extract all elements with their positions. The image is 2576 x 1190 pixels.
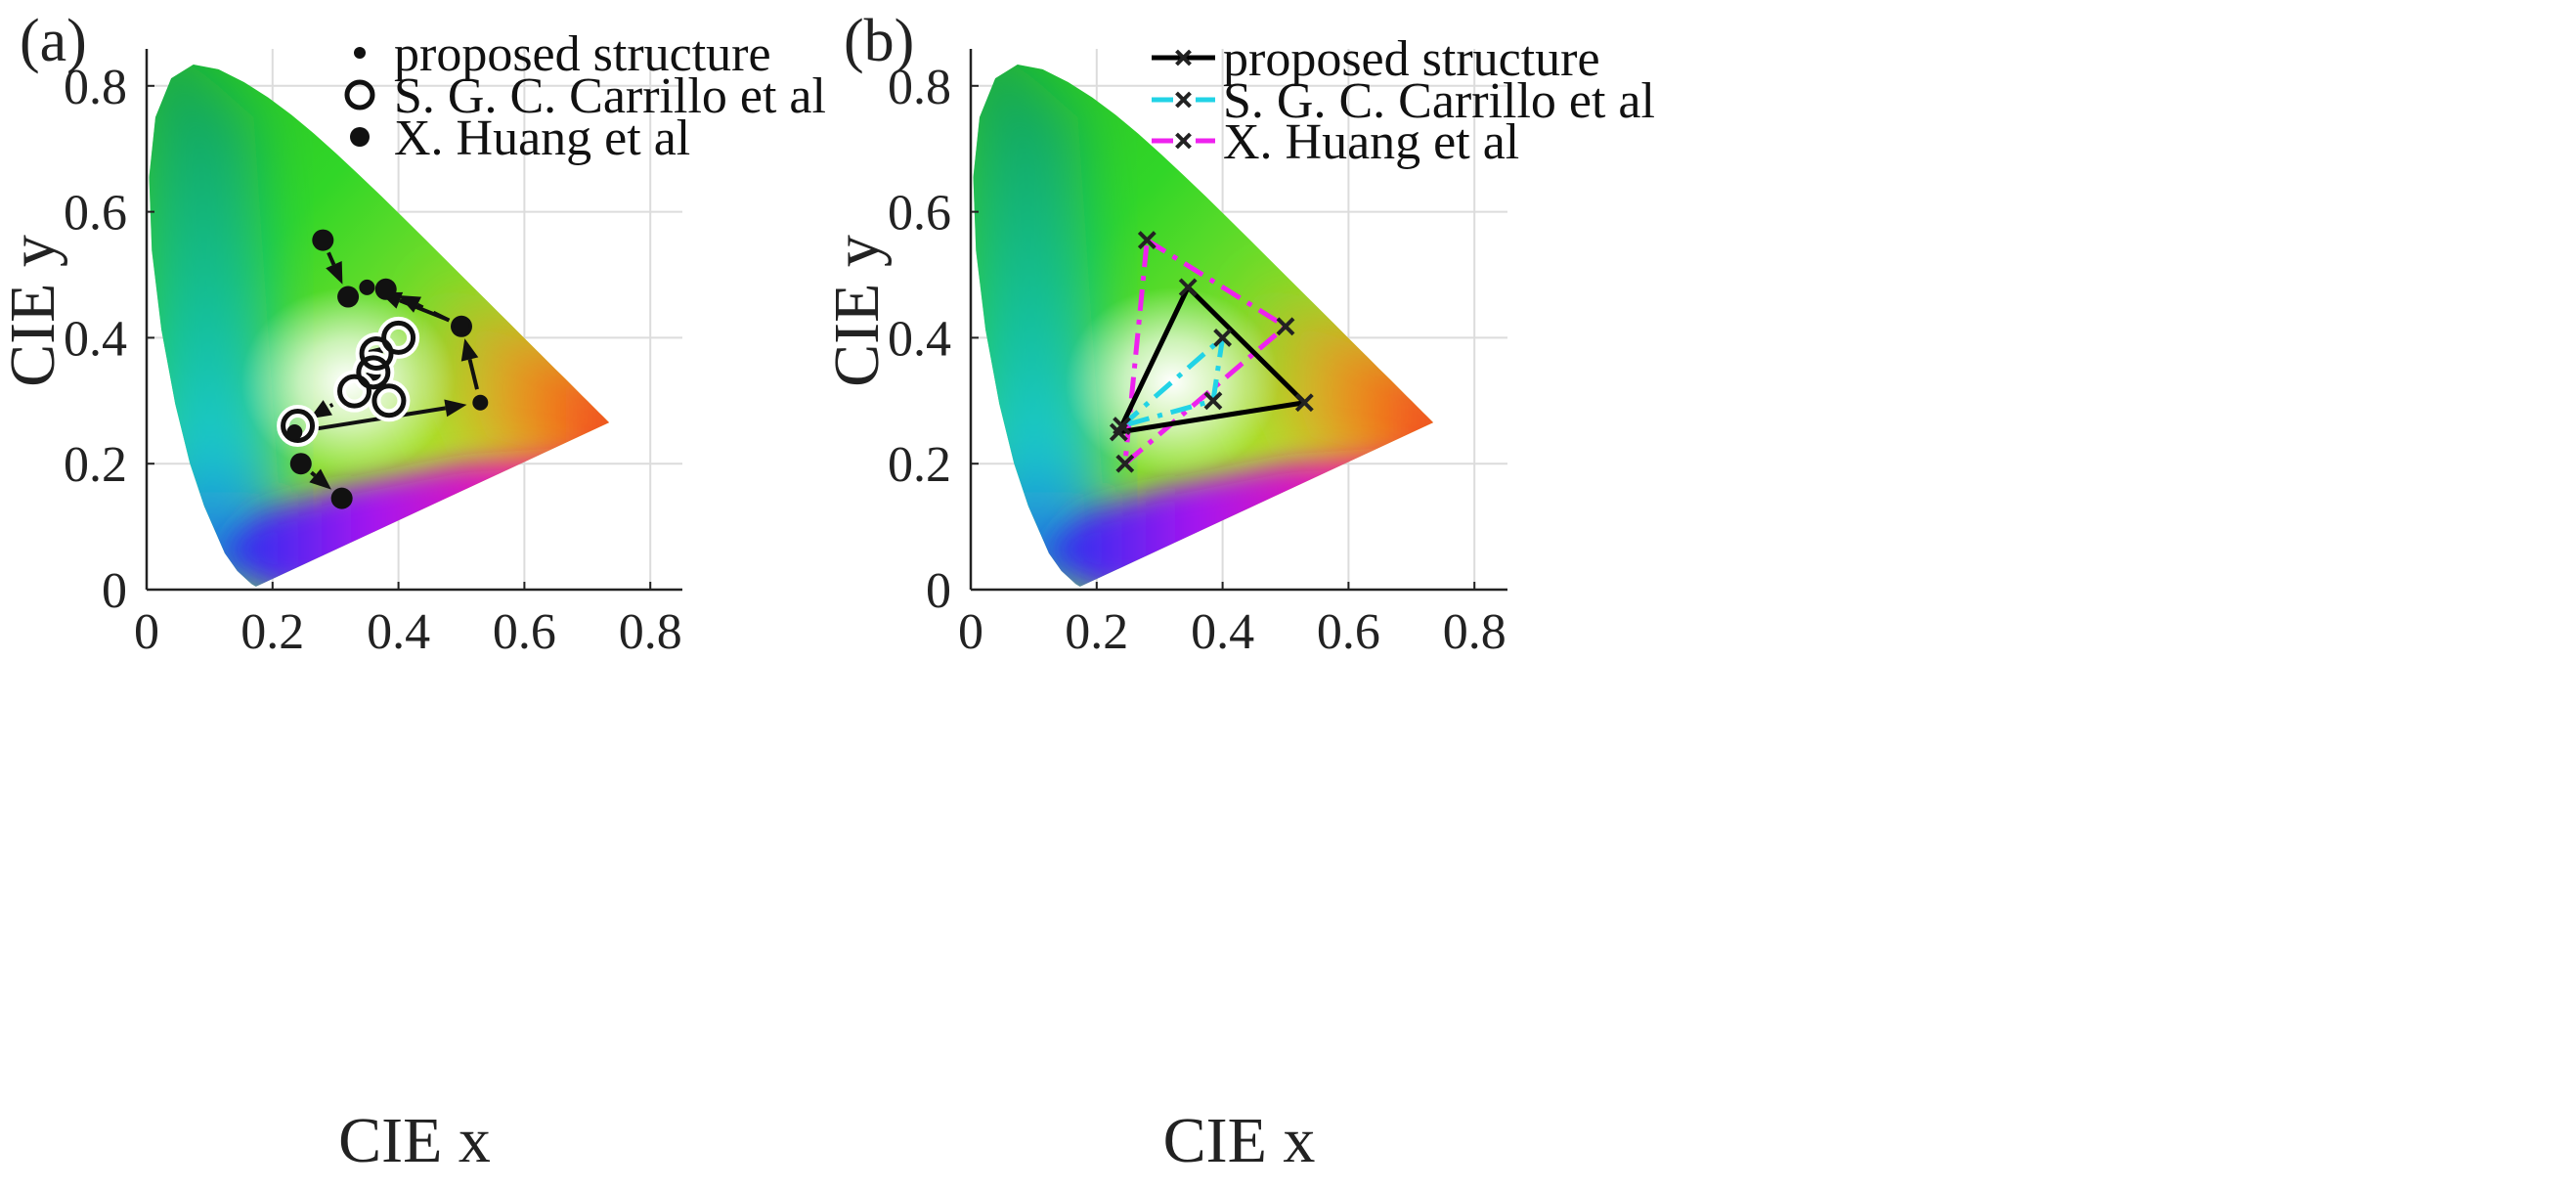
y-tick-label: 0.4	[64, 311, 127, 367]
x-tick-label: 0.6	[493, 604, 556, 660]
x-marker	[1137, 231, 1157, 249]
carrillo-marker	[359, 336, 394, 371]
x-marker	[1294, 393, 1314, 413]
y-axis-label: CIE y	[0, 235, 68, 387]
x-marker	[1109, 422, 1128, 442]
x-marker	[1276, 317, 1295, 336]
x-marker	[1203, 391, 1223, 411]
carrillo-arrow-head	[309, 400, 332, 419]
y-tick-label: 0.8	[64, 60, 127, 115]
huang-marker	[289, 453, 312, 475]
huang-marker	[312, 229, 334, 251]
y-tick-label: 0	[102, 563, 127, 619]
legend-huang-marker	[350, 127, 370, 147]
x-tick-label: 0	[134, 604, 159, 660]
y-tick-label: 0.8	[888, 60, 951, 115]
proposed-marker	[454, 317, 469, 333]
x-tick-label: 0.2	[240, 604, 304, 660]
proposed-marker	[359, 279, 375, 295]
huang-arrow	[310, 470, 317, 477]
legend-label: S. G. C. Carrillo et al	[1223, 73, 1655, 129]
x-tick-label: 0	[958, 604, 983, 660]
legend-carrillo-marker	[344, 79, 375, 110]
legend-label: S. G. C. Carrillo et al	[394, 68, 826, 124]
legend-x-marker	[1175, 49, 1192, 66]
legend-x-marker	[1175, 132, 1192, 150]
x-marker	[1178, 278, 1198, 297]
carrillo-marker	[356, 355, 391, 390]
proposed-marker	[472, 394, 489, 411]
legend-label: proposed structure	[394, 26, 771, 82]
y-tick-label: 0.2	[64, 437, 127, 493]
x-marker	[1115, 454, 1135, 473]
panel-a: 0 0.2 0.4 0.6 0.8 0 0.2 0.4 0.6 0.8 CIE x CIE y (a) p…	[0, 8, 826, 1176]
x-tick-label: 0.8	[1443, 604, 1506, 660]
carrillo-marker	[371, 383, 407, 419]
x-marker	[1213, 328, 1233, 347]
y-axis-label: CIE y	[821, 235, 893, 387]
x-axis-label: CIE x	[1163, 1105, 1316, 1176]
huang-arrow	[416, 302, 451, 323]
huang-arrow-head	[309, 468, 331, 490]
y-tick-label: 0.6	[888, 186, 951, 242]
huang-marker	[330, 487, 353, 509]
y-tick-label: 0.2	[888, 437, 951, 493]
x-axis-label: CIE x	[338, 1105, 491, 1176]
proposed-arrow	[307, 406, 447, 432]
proposed-arrow	[467, 359, 479, 390]
carrillo-marker	[337, 374, 372, 409]
legend-x-marker	[1175, 91, 1192, 109]
x-tick-label: 0.8	[619, 604, 682, 660]
x-tick-label: 0.4	[367, 604, 430, 660]
legend-label: X. Huang et al	[1223, 114, 1519, 170]
gamut-triangle-0	[1115, 285, 1307, 435]
proposed-arrow-head	[444, 399, 467, 418]
huang-arrow-head	[326, 260, 343, 285]
panel-b: 0 0.2 0.4 0.6 0.8 0 0.2 0.4 0.6 0.8 CIE x CIE y (b) p…	[821, 8, 1655, 1176]
y-tick-label: 0.4	[888, 311, 951, 367]
legend-label: proposed structure	[1223, 31, 1600, 87]
y-tick-label: 0.6	[64, 186, 127, 242]
x-tick-label: 0.6	[1317, 604, 1380, 660]
carrillo-marker	[381, 320, 416, 355]
huang-marker	[337, 286, 360, 308]
legend-label: X. Huang et al	[394, 110, 690, 166]
panel-letter: (a)	[20, 8, 87, 74]
x-tick-label: 0.4	[1191, 604, 1254, 660]
legend-proposed-marker	[354, 47, 366, 59]
carrillo-marker	[281, 409, 316, 444]
proposed-marker	[286, 424, 303, 440]
huang-arrow-head	[398, 294, 421, 313]
y-tick-label: 0	[926, 563, 951, 619]
huang-arrow	[327, 251, 336, 266]
gamut-triangle-1	[1119, 334, 1226, 429]
panel-letter: (b)	[844, 8, 914, 74]
huang-marker	[374, 278, 397, 300]
x-tick-label: 0.2	[1065, 604, 1128, 660]
proposed-arrow-head	[460, 338, 479, 362]
